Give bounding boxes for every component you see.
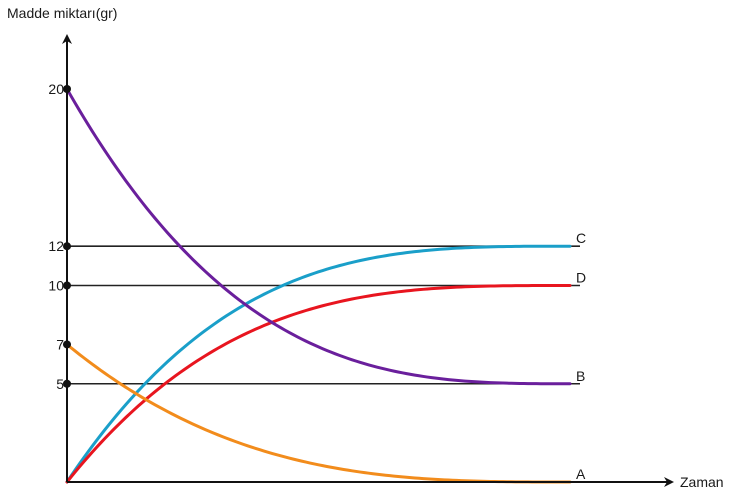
- tick-dot-20: [63, 85, 71, 93]
- tick-dot-5: [63, 379, 71, 388]
- tick-label-20: 20: [48, 81, 64, 97]
- series-label-B: B: [576, 368, 585, 384]
- tick-label-7: 7: [56, 336, 64, 352]
- series-line-C: [65, 244, 572, 484]
- tick-dot-10: [63, 281, 71, 290]
- tick-dot-12: [63, 242, 71, 251]
- tick-label-10: 10: [48, 278, 64, 294]
- reference-lines: [67, 245, 580, 385]
- tick-label-12: 12: [48, 238, 64, 254]
- series-line-A: [65, 342, 572, 484]
- tick-dot-7: [63, 340, 71, 349]
- series-line-D: [65, 284, 572, 484]
- series-label-A: A: [576, 466, 586, 482]
- series-line-B: [65, 87, 572, 386]
- series-lines: [65, 87, 572, 484]
- x-axis-title: Zaman: [680, 474, 724, 490]
- y-axis-title: Madde miktarı(gr): [7, 5, 117, 21]
- axes: [62, 34, 674, 487]
- series-labels: C D B A: [576, 230, 586, 482]
- tick-label-5: 5: [56, 376, 64, 392]
- series-label-D: D: [576, 270, 586, 286]
- series-label-C: C: [576, 230, 586, 246]
- tick-marks: 20 12 10 7 5: [48, 81, 71, 392]
